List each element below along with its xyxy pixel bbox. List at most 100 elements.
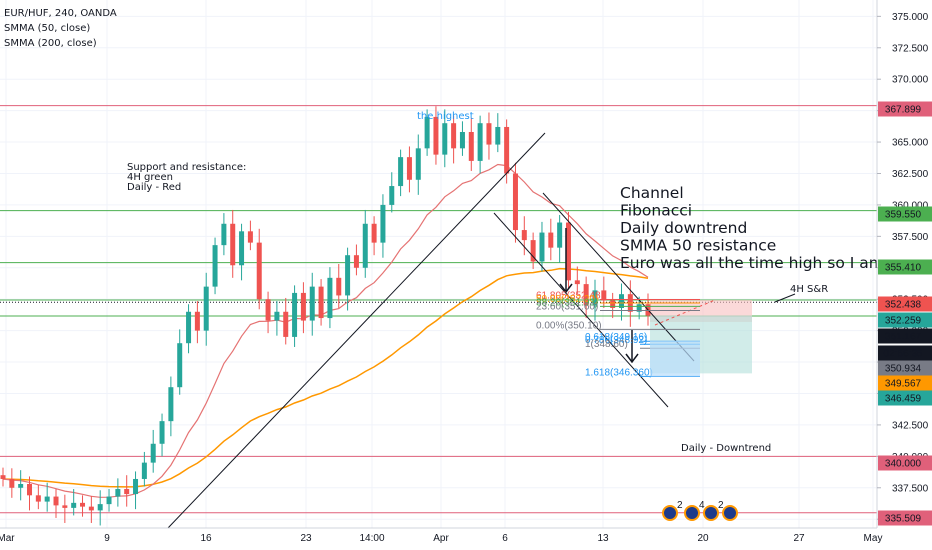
fib-label-38.2: 38.20(351.93) — [536, 297, 598, 308]
indicator-smma-200[interactable]: SMMA (200, close) — [4, 38, 97, 49]
price-tick-label: 360.000 — [892, 200, 929, 211]
price-axis: 375.000372.500370.000367.500365.000362.5… — [876, 0, 932, 550]
price-label: 02:56:35 — [884, 349, 923, 360]
candle-body — [88, 506, 94, 511]
event-flag-icon[interactable] — [684, 505, 700, 521]
time-tick-label: 13 — [597, 533, 609, 544]
candle-body — [565, 222, 571, 281]
candle-body — [327, 277, 333, 319]
candle-body — [177, 343, 183, 388]
candle-body — [115, 489, 121, 497]
annotation-sr-line: Support and resistance: — [127, 162, 246, 173]
candle-body — [133, 478, 139, 495]
price-tick-label: 337.500 — [892, 483, 929, 494]
fib-extension-zone — [650, 340, 700, 377]
candle-body — [35, 495, 41, 502]
channel-upper-line[interactable] — [542, 192, 695, 362]
annotation-analysis-line: SMMA 50 resistance — [620, 237, 776, 255]
candle-body — [9, 478, 15, 488]
candle-body — [548, 232, 554, 248]
candle-body — [71, 502, 77, 508]
event-count: 4 — [699, 500, 705, 511]
trend-lines[interactable] — [167, 132, 796, 529]
candle-body — [256, 242, 262, 300]
time-axis-bg — [0, 528, 932, 550]
annotations: the highest Support and resistance:4H gre… — [127, 111, 884, 454]
annotation-4h-sr: 4H S&R — [790, 284, 828, 295]
candle-body — [512, 173, 518, 231]
time-tick-label: 27 — [793, 533, 805, 544]
candle-body — [353, 255, 359, 268]
candle-body — [292, 292, 298, 337]
price-label: 350.934 — [885, 364, 922, 375]
candle-body — [168, 387, 174, 422]
price-label-box — [878, 206, 932, 222]
candle-body — [18, 484, 24, 488]
event-flag-icon[interactable] — [722, 505, 738, 521]
price-label: 335.509 — [885, 514, 922, 525]
event-flag-icon[interactable] — [662, 505, 678, 521]
price-label: 346.459 — [885, 394, 922, 405]
candle-body — [592, 290, 598, 306]
candle-body — [80, 502, 86, 507]
candle-body — [318, 286, 324, 319]
price-label: 352.259 — [885, 316, 922, 327]
price-label-box — [878, 328, 932, 344]
candle-body — [433, 116, 439, 155]
time-tick-label: 14:00 — [359, 533, 384, 544]
channel-lower-line[interactable] — [493, 212, 669, 408]
chart-legend: EUR/HUF, 240, OANDA SMMA (50, close) SMM… — [4, 6, 117, 51]
candle-body — [62, 505, 68, 508]
candle-body — [159, 421, 165, 444]
time-tick-label: 20 — [697, 533, 709, 544]
price-label: 351.167 — [885, 332, 922, 343]
candle-body — [406, 157, 412, 180]
annotation-analysis-line: Fibonacci — [620, 202, 692, 220]
event-icons[interactable]: 2 4 2 — [662, 500, 738, 521]
fib-label-0.786: 0.786(348.92) — [585, 335, 647, 346]
candle-body — [239, 231, 245, 266]
fib-label-23.6: 23.60(351.60) — [536, 302, 598, 313]
candle-body — [583, 284, 589, 306]
candle-body — [530, 240, 536, 262]
annotation-analysis-line: Euro was all the time high so I am — [620, 254, 884, 272]
candle-body — [141, 462, 147, 479]
candle-body — [442, 123, 448, 155]
candle-body — [424, 116, 430, 149]
price-label-box — [878, 455, 932, 471]
pointer-line — [774, 293, 796, 303]
candle-body — [371, 223, 377, 243]
candle-body — [557, 222, 563, 248]
candle-body — [274, 311, 280, 321]
time-tick-label: Mar — [0, 533, 15, 544]
price-label: 349.567 — [885, 379, 922, 390]
projection-line — [654, 299, 716, 326]
candle-body — [389, 186, 395, 205]
fib-label-0.618: 0.618(349.16) — [585, 332, 647, 343]
candle-body — [521, 230, 527, 241]
price-tick-label: 365.000 — [892, 138, 929, 149]
candle-body — [415, 148, 421, 180]
candle-body — [203, 286, 209, 331]
price-tick-label: 370.000 — [892, 75, 929, 86]
fibonacci-retracement[interactable]: 61.805(352.4850.00(352.20)38.20(351.93)2… — [536, 290, 700, 378]
price-label-box — [878, 390, 932, 406]
candle-body — [283, 311, 289, 337]
price-label-box — [878, 101, 932, 117]
price-label: 355.410 — [885, 263, 922, 274]
time-tick-label: 9 — [104, 533, 110, 544]
price-label-box — [878, 312, 932, 328]
price-tick-label: 375.000 — [892, 12, 929, 23]
candle-body — [486, 123, 492, 145]
smma-200-line — [2, 267, 649, 488]
candle-body — [451, 123, 457, 149]
price-label-box — [878, 259, 932, 275]
price-tick-label: 357.500 — [892, 232, 929, 243]
candle-body — [504, 126, 510, 174]
symbol-title: EUR/HUF, 240, OANDA — [4, 8, 117, 19]
indicator-smma-50[interactable]: SMMA (50, close) — [4, 23, 91, 34]
uptrend-line[interactable] — [167, 132, 546, 529]
candle-body — [44, 496, 50, 502]
event-flag-icon[interactable] — [703, 505, 719, 521]
